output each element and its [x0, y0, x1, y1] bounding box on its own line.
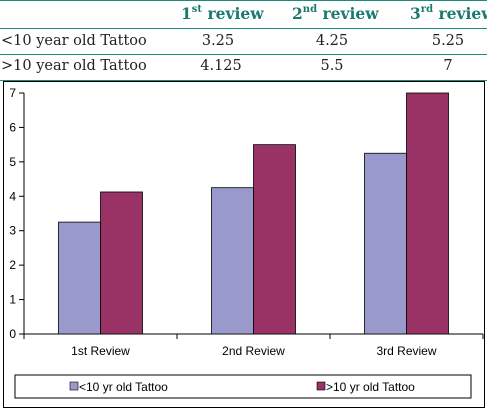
row-label-under-10: <10 year old Tattoo — [1, 33, 147, 49]
x-axis: 1st Review 2nd Review 3rd Review — [23, 333, 484, 358]
legend: <10 yr old Tattoo >10 yr old Tattoo — [14, 374, 472, 399]
chart-frame — [3, 81, 485, 408]
table-header-rule — [0, 28, 487, 29]
y-tick-label: 7 — [9, 86, 16, 100]
bar — [211, 187, 254, 335]
x-tick-label: 3rd Review — [376, 344, 436, 358]
cell-under-10-1st: 3.25 — [201, 33, 235, 49]
bar — [100, 191, 143, 335]
cell-under-10-3rd: 5.25 — [431, 33, 465, 49]
y-tick-label: 4 — [9, 189, 16, 203]
x-tick-label: 1st Review — [71, 344, 130, 358]
cell-under-10-2nd: 4.25 — [315, 33, 349, 49]
header-2nd-review: 2nd review — [292, 3, 379, 23]
cell-over-10-1st: 4.125 — [200, 58, 242, 74]
legend-box — [14, 374, 472, 399]
cell-over-10-3rd: 7 — [443, 58, 453, 74]
y-axis: 0 1 2 3 4 5 6 7 — [9, 86, 25, 341]
y-tick-label: 5 — [9, 155, 16, 169]
legend-swatch — [316, 381, 326, 391]
header-1st-review: 1st review — [181, 3, 264, 23]
legend-swatch — [69, 381, 79, 391]
y-tick-label: 1 — [9, 293, 16, 307]
bar — [364, 152, 407, 335]
bar — [58, 221, 101, 335]
table-bottom-rule — [0, 80, 487, 81]
summary-table: 1st review 2nd review 3rd review <10 yea… — [0, 0, 487, 81]
y-tick-label: 6 — [9, 120, 16, 134]
row-label-over-10: >10 year old Tattoo — [1, 58, 147, 74]
bars — [58, 92, 449, 335]
bar — [253, 144, 296, 335]
table-top-rule — [0, 0, 487, 1]
y-tick-label: 3 — [9, 224, 16, 238]
y-tick-label: 2 — [9, 258, 16, 272]
y-tick-label: 0 — [9, 327, 16, 341]
x-tick-label: 2nd Review — [222, 344, 285, 358]
bar — [406, 92, 449, 335]
header-3rd-review: 3rd review — [410, 3, 487, 23]
legend-label: >10 yr old Tattoo — [326, 380, 415, 394]
legend-label: <10 yr old Tattoo — [79, 380, 168, 394]
cell-over-10-2nd: 5.5 — [320, 58, 344, 74]
table-row-rule — [0, 54, 487, 55]
